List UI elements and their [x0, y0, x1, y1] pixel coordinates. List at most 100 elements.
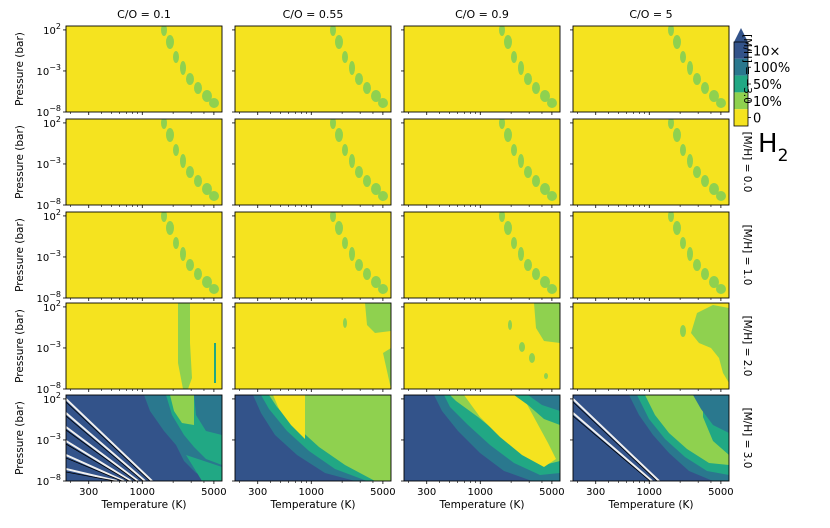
contour-region [673, 128, 681, 142]
contour-region [532, 82, 540, 94]
contour-region [330, 119, 336, 129]
contour-region [371, 183, 381, 195]
y-tick-label: 10−3 [36, 432, 61, 447]
colorbar-frame [733, 41, 749, 127]
panel-r0-c2 [401, 25, 561, 115]
panel-frame [65, 302, 223, 390]
hatch-line [66, 415, 144, 481]
contour-region [371, 276, 381, 288]
colorbar-tick-label: 100% [753, 61, 790, 76]
contour-region [540, 276, 550, 288]
contour-region [504, 128, 512, 142]
contour-region [680, 325, 686, 337]
y-axis-label: Pressure (bar) [14, 309, 26, 383]
column-title-0: C/O = 0.1 [117, 8, 171, 21]
contour-region [235, 303, 391, 389]
contour-region [693, 259, 701, 271]
x-tick-label: 5000 [201, 487, 226, 498]
contour-region [214, 343, 216, 383]
contour-region [687, 247, 693, 261]
x-tick-label: 1000 [130, 487, 155, 498]
y-tick-label: 10−8 [36, 290, 61, 305]
panel-r3-c1 [232, 302, 392, 392]
panel-frame [65, 211, 223, 299]
contour-region [330, 26, 336, 36]
y-tick-label: 102 [43, 299, 61, 314]
panel-r3-c3 [570, 302, 730, 392]
contour-region [680, 51, 686, 63]
contour-region [691, 305, 729, 383]
x-tick-label: 1000 [637, 487, 662, 498]
y-tick-label: 10−3 [36, 156, 61, 171]
contour-region [235, 212, 391, 298]
y-tick-label: 10−8 [36, 473, 61, 488]
contour-region [194, 82, 202, 94]
panel-r4-c3: 300 1000 5000 Temperature (K) [570, 394, 734, 511]
contour-region [547, 284, 557, 294]
x-tick-label: 300 [79, 487, 98, 498]
contour-region [709, 90, 719, 102]
contour-region [342, 237, 348, 249]
contour-region [349, 61, 355, 75]
row-label-0: [M/H] = −3.0 [741, 34, 753, 104]
contour-region [716, 191, 726, 201]
hatch-line [66, 412, 146, 481]
hatch-line [66, 457, 123, 481]
row-label-2: [M/H] = 1.0 [741, 225, 753, 286]
contour-region [668, 119, 674, 129]
contour-region [573, 26, 729, 112]
panel-frame [234, 118, 392, 206]
contour-region [273, 395, 305, 439]
contour-region [209, 98, 219, 108]
panel-frame [403, 118, 561, 206]
colorbar-swatch [734, 92, 748, 110]
contour-region [464, 395, 556, 467]
colorbar-tick-label: 50% [753, 78, 782, 93]
contour-region [668, 26, 674, 36]
contour-region [186, 259, 194, 271]
contour-region [499, 212, 505, 222]
y-tick-label: 102 [43, 115, 61, 130]
contour-region [342, 144, 348, 156]
contour-region [532, 268, 540, 280]
contour-region [534, 303, 560, 343]
contour-region [673, 221, 681, 235]
contour-region [378, 98, 388, 108]
panel-frame [403, 25, 561, 113]
column-title-3: C/O = 5 [629, 8, 672, 21]
contour-region [716, 284, 726, 294]
panel-frame [403, 302, 561, 390]
contour-region [66, 119, 222, 205]
y-tick-label: 10−8 [36, 197, 61, 212]
contour-region [209, 284, 219, 294]
x-tick-label: 1000 [468, 487, 493, 498]
x-axis-label: Temperature (K) [608, 499, 694, 511]
contour-region [540, 90, 550, 102]
contour-region [202, 276, 212, 288]
y-tick-label: 102 [43, 391, 61, 406]
contour-region [508, 320, 512, 330]
panel-r4-c1: 300 1000 5000 Temperature (K) [232, 394, 396, 511]
colorbar-tick-label: 0 [753, 112, 761, 127]
y-axis-label: Pressure (bar) [14, 218, 26, 292]
contour-region [673, 35, 681, 49]
panel-frame [65, 25, 223, 113]
panel-r4-c0: 10−8 10−3 102 300 1000 5000 Temperature (K) [36, 391, 226, 511]
x-tick-label: 1000 [299, 487, 324, 498]
y-tick-label: 102 [43, 208, 61, 223]
contour-region [335, 128, 343, 142]
contour-region [66, 303, 222, 389]
panel-r1-c0: 10−8 10−3 102 [36, 115, 223, 212]
contour-region [499, 26, 505, 36]
contour-region [335, 35, 343, 49]
hatch-line [66, 426, 139, 481]
contour-region [161, 119, 167, 129]
x-tick-label: 5000 [539, 487, 564, 498]
contour-region [404, 303, 560, 389]
contour-region [544, 373, 548, 379]
contour-region [519, 342, 525, 352]
contour-region [173, 237, 179, 249]
contour-region [404, 212, 560, 298]
contour-region [355, 166, 363, 178]
panel-r2-c1 [232, 211, 392, 301]
